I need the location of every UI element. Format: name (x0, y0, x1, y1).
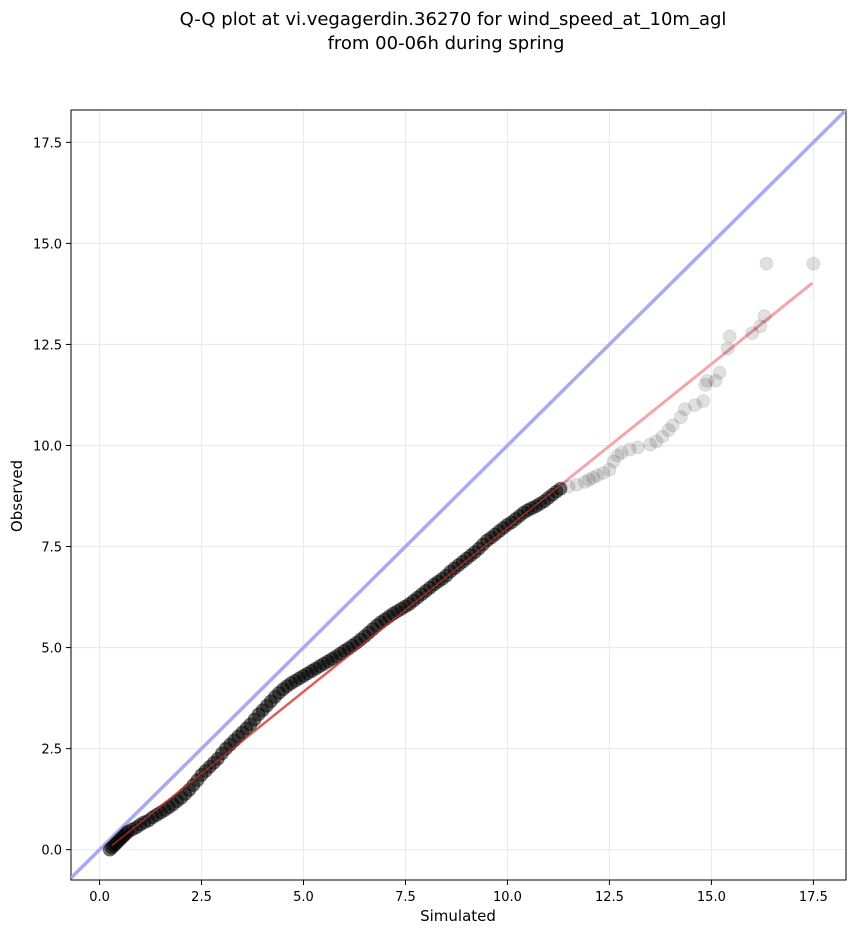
x-tick-label: 7.5 (395, 890, 416, 905)
x-tick-label: 2.5 (191, 890, 212, 905)
data-point (553, 481, 568, 496)
y-tick-label: 2.5 (41, 743, 62, 758)
y-tick-label: 5.0 (41, 642, 62, 657)
data-point (722, 329, 737, 344)
y-tick-label: 17.5 (33, 136, 62, 151)
data-point (757, 309, 772, 324)
y-tick-label: 7.5 (41, 541, 62, 556)
chart-title-line-1: Q-Q plot at vi.vegagerdin.36270 for wind… (180, 9, 727, 30)
data-point (696, 394, 711, 409)
data-point (569, 477, 584, 492)
fit-line-dense (111, 484, 561, 847)
x-tick-label: 15.0 (697, 890, 726, 905)
plot-frame (70, 109, 847, 881)
x-tick-label: 12.5 (595, 890, 624, 905)
x-tick-label: 17.5 (799, 890, 828, 905)
data-point (614, 445, 629, 460)
chart-title-line-2: from 00-06h during spring (328, 33, 565, 54)
x-tick-label: 10.0 (493, 890, 522, 905)
data-point (745, 326, 760, 341)
x-tick-label: 0.0 (89, 890, 110, 905)
data-point (596, 465, 611, 480)
data-point (806, 256, 821, 271)
data-point (661, 423, 676, 438)
data-point (561, 479, 576, 494)
data-point (582, 472, 597, 487)
data-point (643, 437, 658, 452)
data-point (655, 429, 670, 444)
data-point (602, 462, 617, 477)
y-tick-label: 0.0 (41, 844, 62, 859)
grid (71, 110, 846, 880)
data-point (622, 442, 637, 457)
data-point (708, 373, 723, 388)
plot-area (71, 110, 846, 880)
data-point (720, 341, 735, 356)
y-tick-label: 12.5 (33, 338, 62, 353)
data-point (577, 474, 592, 489)
x-tick-label: 5.0 (293, 890, 314, 905)
data-point (700, 373, 715, 388)
y-axis-label: Observed (8, 460, 26, 532)
data-point (610, 448, 625, 463)
data-point (688, 398, 703, 413)
data-point (649, 434, 664, 449)
data-point (630, 440, 645, 455)
data-point (673, 410, 688, 425)
x-axis-label: Simulated (420, 907, 496, 925)
data-point (586, 470, 601, 485)
data-point (590, 468, 605, 483)
data-point (712, 365, 727, 380)
data-point (677, 402, 692, 417)
data-point (759, 256, 774, 271)
data-point (698, 377, 713, 392)
y-tick-label: 15.0 (33, 237, 62, 252)
data-point (753, 319, 768, 334)
axes: 0.0 2.5 5.0 7.5 10.0 12.5 15.0 17.5 0.0 2.5 5.0 7.5… (33, 109, 847, 905)
data-point (665, 418, 680, 433)
data-point (606, 454, 621, 469)
y-tick-label: 10.0 (33, 439, 62, 454)
identity-line (71, 110, 846, 880)
